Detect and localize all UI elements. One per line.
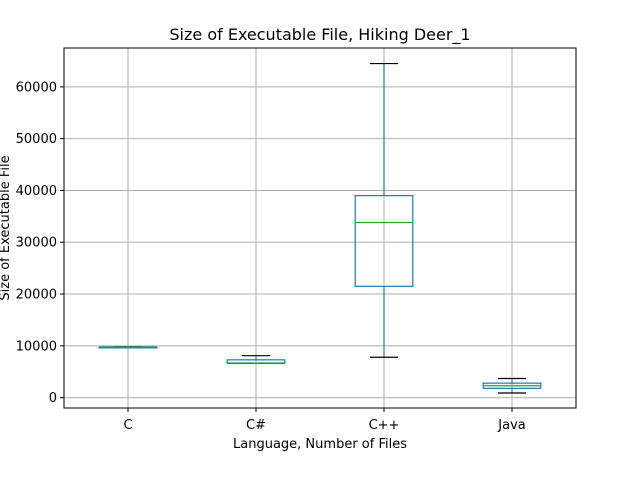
y-tick-label: 20000 bbox=[16, 288, 57, 303]
box-Java bbox=[482, 377, 542, 394]
chart-title: Size of Executable File, Hiking Deer_1 bbox=[169, 25, 470, 45]
x-tick-label: C bbox=[123, 418, 132, 433]
y-axis-ticks: 0 10000 20000 30000 40000 50000 60000 bbox=[16, 80, 64, 406]
y-tick-label: 50000 bbox=[16, 132, 57, 147]
x-tick-label: C# bbox=[246, 418, 266, 433]
y-tick-label: 40000 bbox=[16, 184, 57, 199]
grid-lines bbox=[64, 48, 576, 408]
x-axis-label: Language, Number of Files bbox=[233, 437, 407, 452]
y-tick-label: 60000 bbox=[16, 80, 57, 95]
y-tick-label: 0 bbox=[49, 391, 57, 406]
iqr-box bbox=[354, 195, 414, 287]
box-C++ bbox=[354, 62, 414, 358]
plot-area-frame bbox=[63, 47, 577, 409]
x-axis-ticks: C C# C++ Java bbox=[123, 408, 526, 433]
y-tick-label: 30000 bbox=[16, 236, 57, 251]
x-tick-label: Java bbox=[497, 418, 525, 433]
y-axis-label: Size of Executable File bbox=[0, 155, 13, 300]
box-C bbox=[98, 346, 158, 349]
y-tick-label: 10000 bbox=[16, 339, 57, 354]
box-C# bbox=[226, 355, 286, 365]
box-series bbox=[98, 62, 542, 394]
x-tick-label: C++ bbox=[369, 418, 400, 433]
